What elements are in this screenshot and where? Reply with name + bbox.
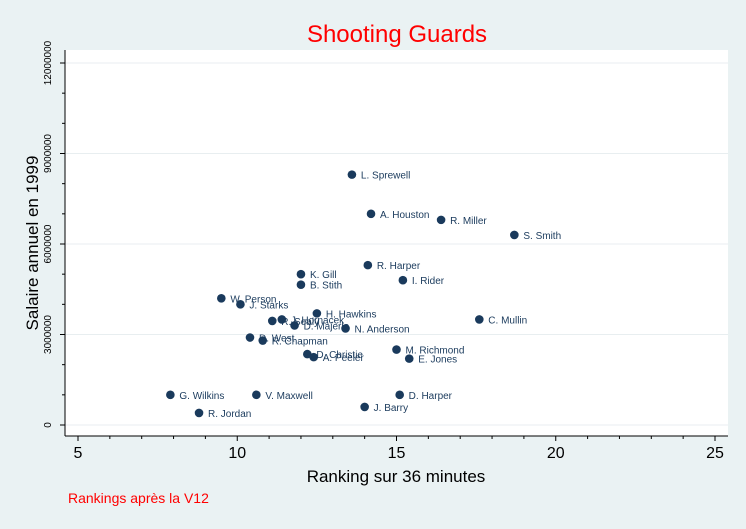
footnote: Rankings après la V12 (68, 490, 209, 506)
point-label: R. Miller (450, 216, 487, 227)
scatter-point (510, 230, 519, 240)
y-tick-label: 9000000 (43, 134, 54, 173)
scatter-point (303, 349, 312, 359)
scatter-point (217, 294, 226, 303)
point-label: A. Houston (380, 210, 429, 221)
point-label: E. Jones (418, 355, 457, 366)
y-axis-title: Salaire annuel en 1999 (23, 156, 42, 331)
point-label: G. Wilkins (179, 391, 224, 402)
axes: 5 10 15 20 25 0 3000000 6000000 9000000 12000000 (43, 40, 728, 462)
scatter-point (366, 209, 376, 219)
point-label: J. Hornacek (291, 315, 345, 326)
x-tick-label: 25 (706, 445, 724, 462)
scatter-point (252, 390, 261, 400)
scatter-point (194, 408, 204, 418)
point-label: D. Christie (316, 350, 363, 361)
point-label: J. Starks (249, 300, 288, 311)
y-tick-label: 6000000 (43, 224, 54, 263)
point-label: C. Mullin (488, 315, 527, 326)
point-label: M. Richmond (406, 346, 465, 357)
point-label: R. Harper (377, 261, 421, 272)
point-label: D. Majerle (304, 321, 350, 332)
x-tick-label: 20 (547, 445, 565, 462)
scatter-point (363, 260, 373, 270)
point-label: R. Jordan (208, 409, 251, 420)
x-tick-label: 10 (228, 445, 246, 462)
point-label: A. Peeler (323, 353, 365, 364)
point-label: R. Sealy (281, 317, 319, 328)
scatter-point (347, 170, 357, 179)
scatter-point (166, 390, 175, 400)
plot-area (65, 50, 728, 436)
point-label: J. Barry (374, 403, 408, 414)
chart-title: Shooting Guards (307, 21, 487, 48)
point-label: H. Hawkins (326, 309, 377, 320)
point-label: R. Chapman (272, 337, 328, 348)
scatter-point (267, 316, 277, 326)
y-tick-label: 0 (43, 422, 54, 428)
point-label: L. Sprewell (361, 171, 410, 182)
scatter-point (395, 390, 404, 400)
grid-lines (65, 62, 728, 426)
scatter-point (360, 402, 369, 412)
point-label: K. Gill (310, 270, 337, 281)
scatter-point (296, 269, 306, 279)
scatter-point (258, 336, 268, 345)
point-label: I. Rider (412, 276, 445, 287)
scatter-point (404, 354, 414, 363)
scatter-point (475, 315, 484, 324)
point-label: D. West (259, 334, 295, 345)
scatter-point (392, 345, 401, 354)
scatter-point (436, 215, 446, 225)
scatter-point (290, 321, 299, 330)
data-points: L. Sprewell A. Houston R. Miller S. Smith R.… (166, 170, 561, 420)
point-label: D. Harper (409, 391, 453, 402)
point-label: B. Stith (310, 281, 342, 292)
scatter-point (236, 300, 245, 309)
x-tick-label: 15 (388, 445, 406, 462)
scatter-point (398, 275, 408, 285)
scatter-point (309, 352, 318, 362)
x-axis-title: Ranking sur 36 minutes (307, 467, 486, 486)
y-tick-label: 12000000 (43, 40, 54, 85)
scatter-point (341, 324, 350, 333)
scatter-point (277, 315, 287, 324)
scatter-point (312, 309, 322, 318)
point-label: N. Anderson (355, 324, 410, 335)
point-label: W. Person (230, 294, 276, 305)
scatter-point (296, 280, 306, 290)
point-label: V. Maxwell (265, 391, 312, 402)
x-tick-label: 5 (74, 445, 83, 462)
y-tick-label: 3000000 (43, 315, 54, 354)
point-label: S. Smith (523, 231, 561, 242)
scatter-point (245, 333, 255, 342)
